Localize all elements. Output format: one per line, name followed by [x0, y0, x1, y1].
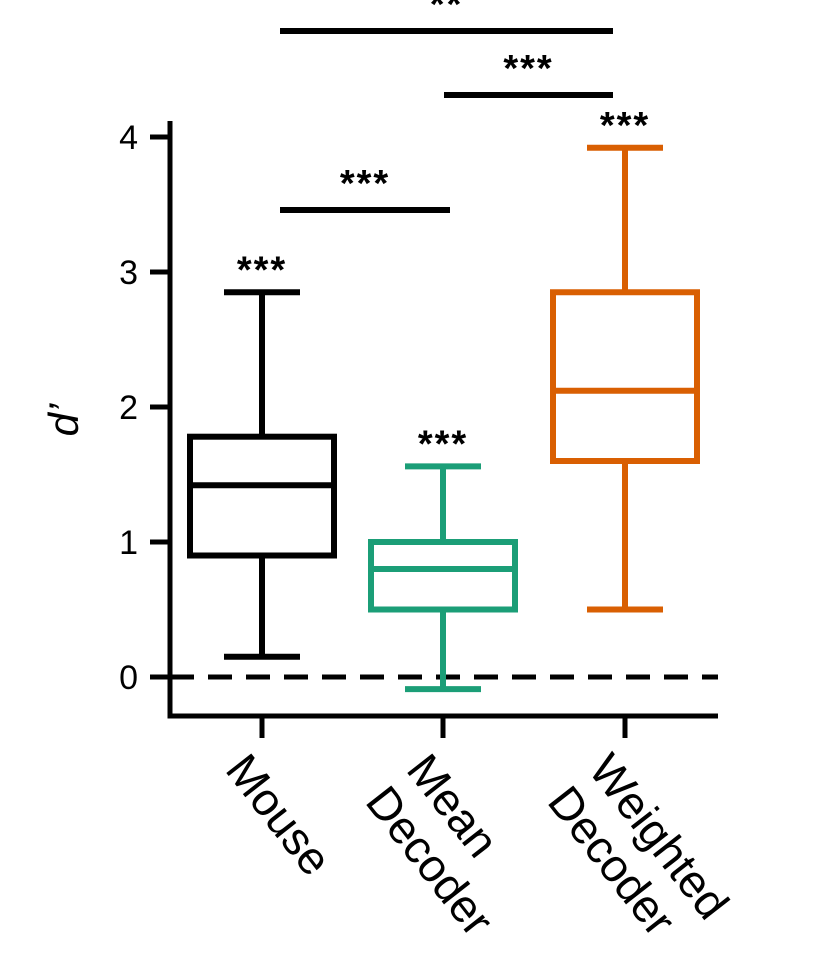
y-tick-label: 1 [119, 524, 138, 562]
significance-stars: *** [600, 105, 650, 147]
iqr-box [187, 433, 337, 559]
category-label: WeightedDecoder [538, 744, 739, 961]
significance-stars: *** [237, 249, 287, 291]
y-axis-label: d’ [40, 403, 87, 436]
y-tick-label: 4 [119, 119, 138, 157]
box-3 [550, 144, 700, 613]
category-label: Mouse [216, 744, 342, 885]
y-axis-title: d’ [40, 403, 87, 436]
bracket-stars: ** [430, 0, 464, 26]
significance-stars: *** [418, 423, 468, 465]
box-2 [368, 463, 518, 693]
category-label-line: Mouse [216, 744, 342, 885]
category-label: MeanDecoder [356, 744, 545, 945]
y-tick-label: 2 [119, 389, 138, 427]
category-labels-group: Mouse MeanDecoder WeightedDecoder [216, 744, 739, 961]
y-tick-label: 3 [119, 254, 138, 292]
bracket-stars: *** [340, 163, 390, 205]
y-tick-label: 0 [119, 659, 138, 697]
iqr-box [368, 539, 518, 613]
boxes-group [187, 144, 700, 693]
bracket-stars: *** [503, 48, 553, 90]
iqr-box [550, 289, 700, 464]
box-1 [187, 289, 337, 660]
significance-group: ***************** [237, 0, 650, 465]
axes: 0 1 2 3 4 [119, 119, 718, 738]
